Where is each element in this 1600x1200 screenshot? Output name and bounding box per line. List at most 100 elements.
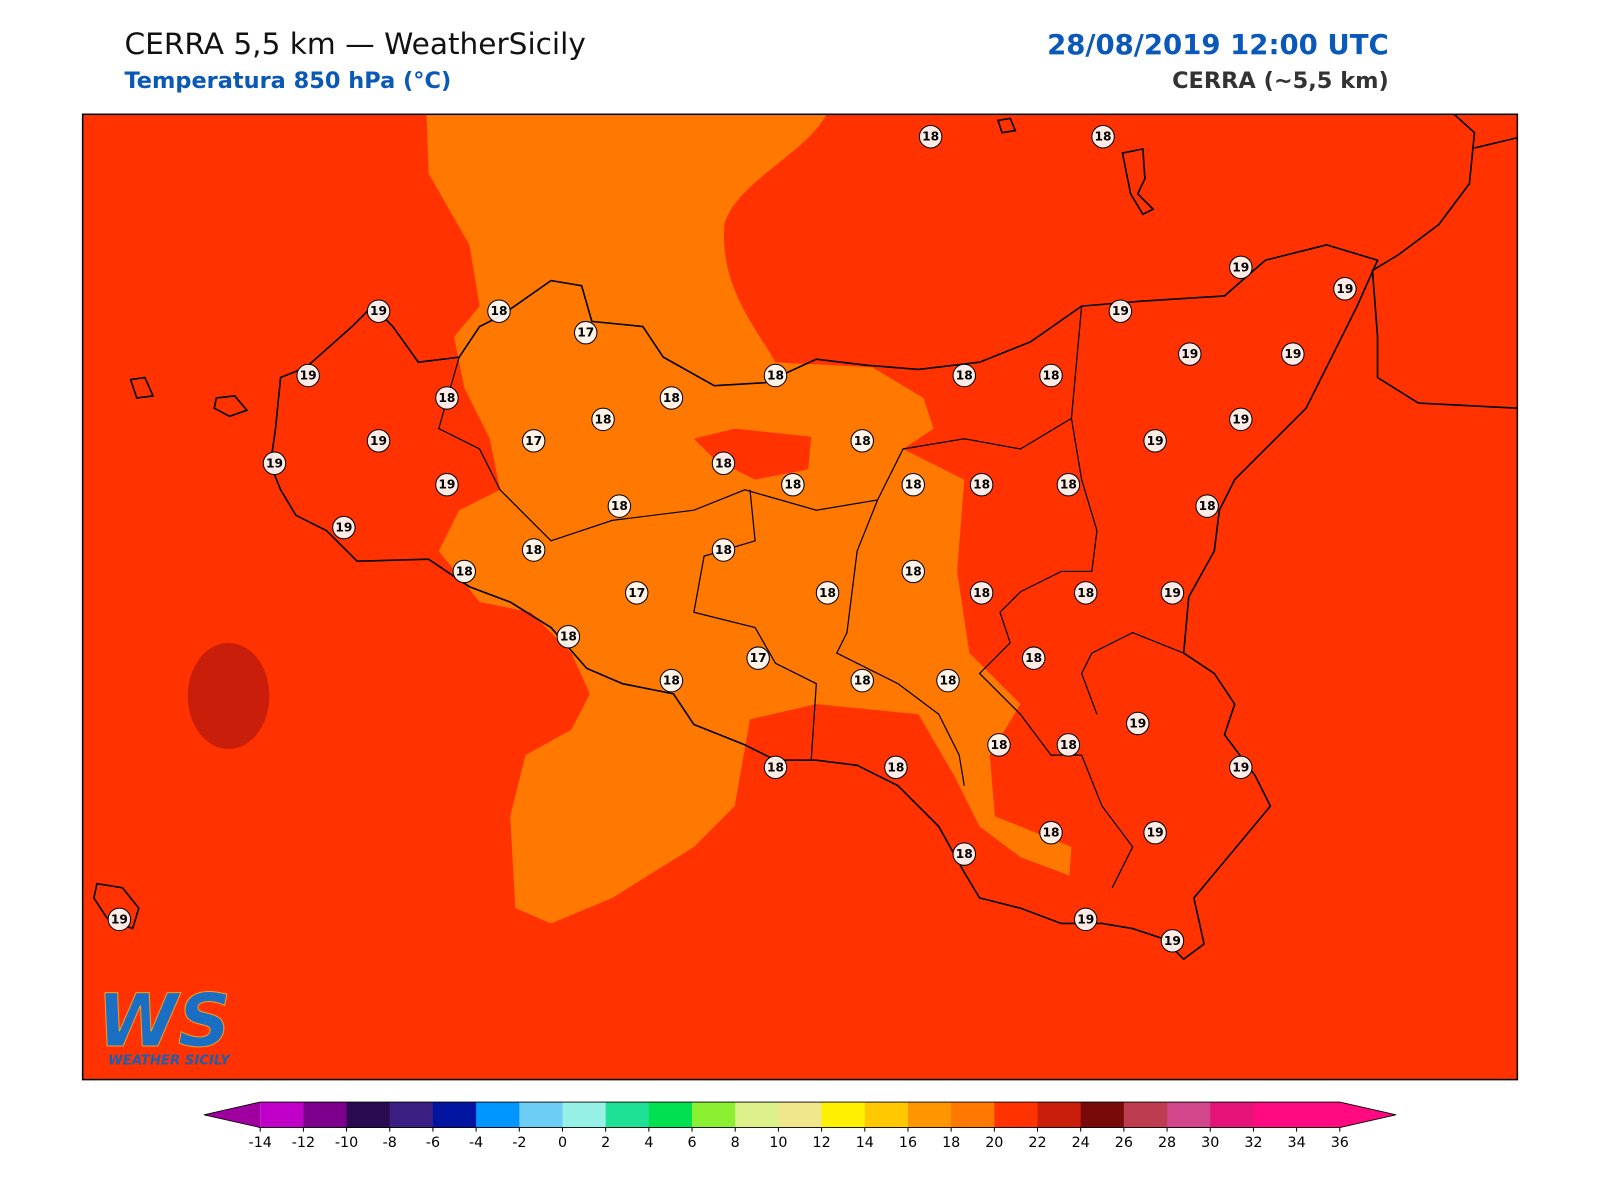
station: 18 xyxy=(591,407,615,432)
station-marker xyxy=(936,668,960,693)
station: 19 xyxy=(1229,755,1253,780)
station-marker xyxy=(711,451,736,475)
station-value: 18 xyxy=(973,478,990,492)
station: 18 xyxy=(659,386,684,410)
station-value: 17 xyxy=(525,434,542,448)
station: 19 xyxy=(262,451,287,475)
station: 18 xyxy=(556,625,581,649)
station-marker xyxy=(1229,407,1253,432)
station: 18 xyxy=(901,472,925,497)
station-marker xyxy=(1073,581,1098,605)
station-marker xyxy=(1056,472,1081,497)
station-value: 18 xyxy=(525,543,542,557)
station-marker xyxy=(850,668,874,693)
station-marker xyxy=(901,559,925,584)
station-marker xyxy=(521,429,546,453)
station: 18 xyxy=(607,494,632,518)
station: 18 xyxy=(936,668,960,693)
calabria-coast xyxy=(1371,114,1518,409)
station-marker xyxy=(1160,581,1185,605)
island xyxy=(129,376,155,399)
colorbar-tick-label: 16 xyxy=(899,1135,917,1151)
subtitle: Temperatura 850 hPa (°C) xyxy=(124,68,451,94)
station-value: 19 xyxy=(111,912,128,926)
field-20-22 xyxy=(187,642,270,749)
station: 18 xyxy=(901,559,925,584)
colorbar-tick-label: 22 xyxy=(1028,1135,1046,1151)
station-marker xyxy=(435,472,459,497)
station-marker xyxy=(1178,342,1202,366)
station-marker xyxy=(952,842,977,866)
station: 19 xyxy=(1281,342,1305,366)
colorbar-segment xyxy=(907,1102,952,1128)
station-value: 18 xyxy=(905,478,922,492)
colorbar-segment xyxy=(476,1102,520,1128)
colorbar-segment xyxy=(778,1102,823,1128)
colorbar-tick-label: 32 xyxy=(1244,1135,1262,1151)
colorbar-tick-label: 4 xyxy=(644,1135,653,1151)
station: 19 xyxy=(296,363,320,388)
station-value: 18 xyxy=(456,564,473,578)
station-marker xyxy=(296,363,320,388)
station-value: 19 xyxy=(1077,912,1094,926)
station-value: 19 xyxy=(266,456,283,470)
station-value: 18 xyxy=(990,738,1007,752)
colorbar-tick-label: 12 xyxy=(813,1135,831,1151)
station-value: 19 xyxy=(370,434,387,448)
station-value: 18 xyxy=(784,478,801,492)
colorbar-tick-label: -6 xyxy=(426,1135,440,1151)
island xyxy=(213,395,249,418)
station-value: 18 xyxy=(939,674,956,688)
station-marker xyxy=(746,646,770,670)
colorbar-segment xyxy=(562,1102,607,1128)
colorbar-under xyxy=(204,1102,261,1128)
colorbar-tick-label: 8 xyxy=(731,1135,740,1151)
station: 19 xyxy=(366,429,391,453)
station-value: 18 xyxy=(1043,369,1060,383)
island xyxy=(996,117,1017,134)
station-marker xyxy=(815,581,840,605)
field-18-20 xyxy=(693,428,812,480)
colorbar-tick-label: -10 xyxy=(335,1135,358,1151)
station-marker xyxy=(1056,733,1081,757)
colorbar-segment xyxy=(1080,1102,1125,1128)
station-value: 18 xyxy=(767,760,784,774)
colorbar-over xyxy=(1339,1102,1396,1128)
station-marker xyxy=(1195,494,1219,518)
station: 17 xyxy=(573,320,598,345)
station-marker xyxy=(884,755,908,780)
station-marker xyxy=(1281,342,1305,366)
station-value: 18 xyxy=(922,130,939,144)
station-value: 18 xyxy=(1043,826,1060,840)
station-marker xyxy=(1160,929,1185,953)
station-marker xyxy=(918,125,943,149)
colorbar-tick-label: -12 xyxy=(292,1135,315,1151)
station-value: 18 xyxy=(663,391,680,405)
station-marker xyxy=(763,755,788,780)
station-marker xyxy=(969,581,994,605)
station-value: 19 xyxy=(370,304,387,318)
colorbar-segment xyxy=(864,1102,909,1128)
station-value: 19 xyxy=(335,521,352,535)
colorbar-tick-label: 0 xyxy=(558,1135,567,1151)
station-value: 19 xyxy=(1147,434,1164,448)
station-value: 18 xyxy=(611,499,628,513)
station: 18 xyxy=(1056,733,1081,757)
station: 18 xyxy=(711,451,736,475)
station-marker xyxy=(1229,255,1253,280)
station: 18 xyxy=(969,581,994,605)
station-marker xyxy=(435,386,459,410)
station-value: 19 xyxy=(1129,716,1146,730)
station: 18 xyxy=(763,363,788,388)
station: 18 xyxy=(1039,820,1063,845)
station-value: 18 xyxy=(905,564,922,578)
station-value: 17 xyxy=(577,326,594,340)
station: 19 xyxy=(435,472,459,497)
colorbar-segment xyxy=(1037,1102,1082,1128)
station: 18 xyxy=(815,581,840,605)
station-marker xyxy=(850,429,874,453)
station-value: 19 xyxy=(1232,760,1249,774)
station: 18 xyxy=(435,386,459,410)
station-value: 19 xyxy=(1284,347,1301,361)
